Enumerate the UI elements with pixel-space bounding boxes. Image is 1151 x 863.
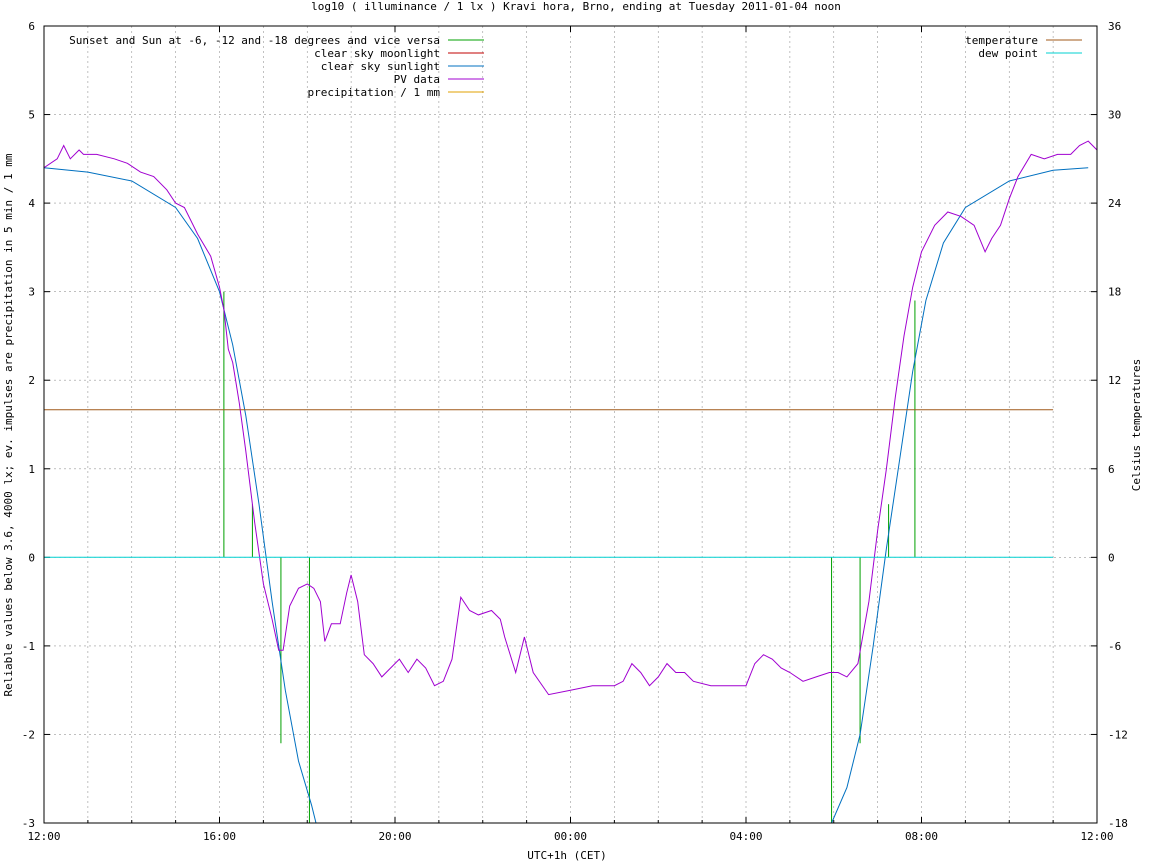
y-tick-label: 3 [28,286,35,299]
chart-title: log10 ( illuminance / 1 lx ) Kravi hora,… [311,0,841,13]
x-tick-label: 08:00 [905,830,938,843]
y-tick-label: -1 [22,640,35,653]
y2-tick-label: 24 [1108,197,1122,210]
legend-left: Sunset and Sun at -6, -12 and -18 degree… [69,34,484,99]
legend-right-label: temperature [965,34,1038,47]
legend-left-label: precipitation / 1 mm [308,86,441,99]
legend-left-label: PV data [394,73,440,86]
legend-left-label: clear sky sunlight [321,60,440,73]
legend-right-label: dew point [978,47,1038,60]
grid-layer [44,26,1097,823]
y-tick-label: 4 [28,197,35,210]
series-line-pv-data [44,140,1097,696]
y2-axis-label: Celsius temperatures [1130,359,1143,491]
legend-left-label: Sunset and Sun at -6, -12 and -18 degree… [69,34,440,47]
series-layer [44,140,1097,823]
y2-tick-label: 30 [1108,109,1121,122]
y-tick-label: 6 [28,20,35,33]
series-line-clear-sky-sunlight [44,167,1089,823]
x-tick-label: 04:00 [729,830,762,843]
y2-tick-label: -12 [1108,728,1128,741]
y-tick-label: 1 [28,463,35,476]
y-tick-label: 0 [28,551,35,564]
y2-tick-label: 36 [1108,20,1121,33]
y2-tick-label: 18 [1108,286,1121,299]
x-tick-label: 20:00 [378,830,411,843]
y2-tick-label: -6 [1108,640,1121,653]
legend-left-label: clear sky moonlight [314,47,440,60]
y2-tick-label: 12 [1108,374,1121,387]
x-tick-label: 12:00 [1080,830,1113,843]
x-tick-label: 12:00 [27,830,60,843]
y2-tick-label: 6 [1108,463,1115,476]
x-tick-label: 00:00 [554,830,587,843]
y-tick-label: -3 [22,817,35,830]
x-axis-label: UTC+1h (CET) [527,849,606,862]
y2-tick-label: -18 [1108,817,1128,830]
y-tick-label: 2 [28,374,35,387]
y-tick-label: 5 [28,109,35,122]
y-tick-label: -2 [22,728,35,741]
plot-frame [43,25,1098,824]
y2-tick-label: 0 [1108,551,1115,564]
axis-layer: 12:00 16:00 20:00 00:00 04:00 08:00 12:00-3-2-… [22,20,1128,843]
y-axis-label: Reliable values below 3.6, 4000 lx; ev. … [2,153,15,696]
x-tick-label: 16:00 [203,830,236,843]
